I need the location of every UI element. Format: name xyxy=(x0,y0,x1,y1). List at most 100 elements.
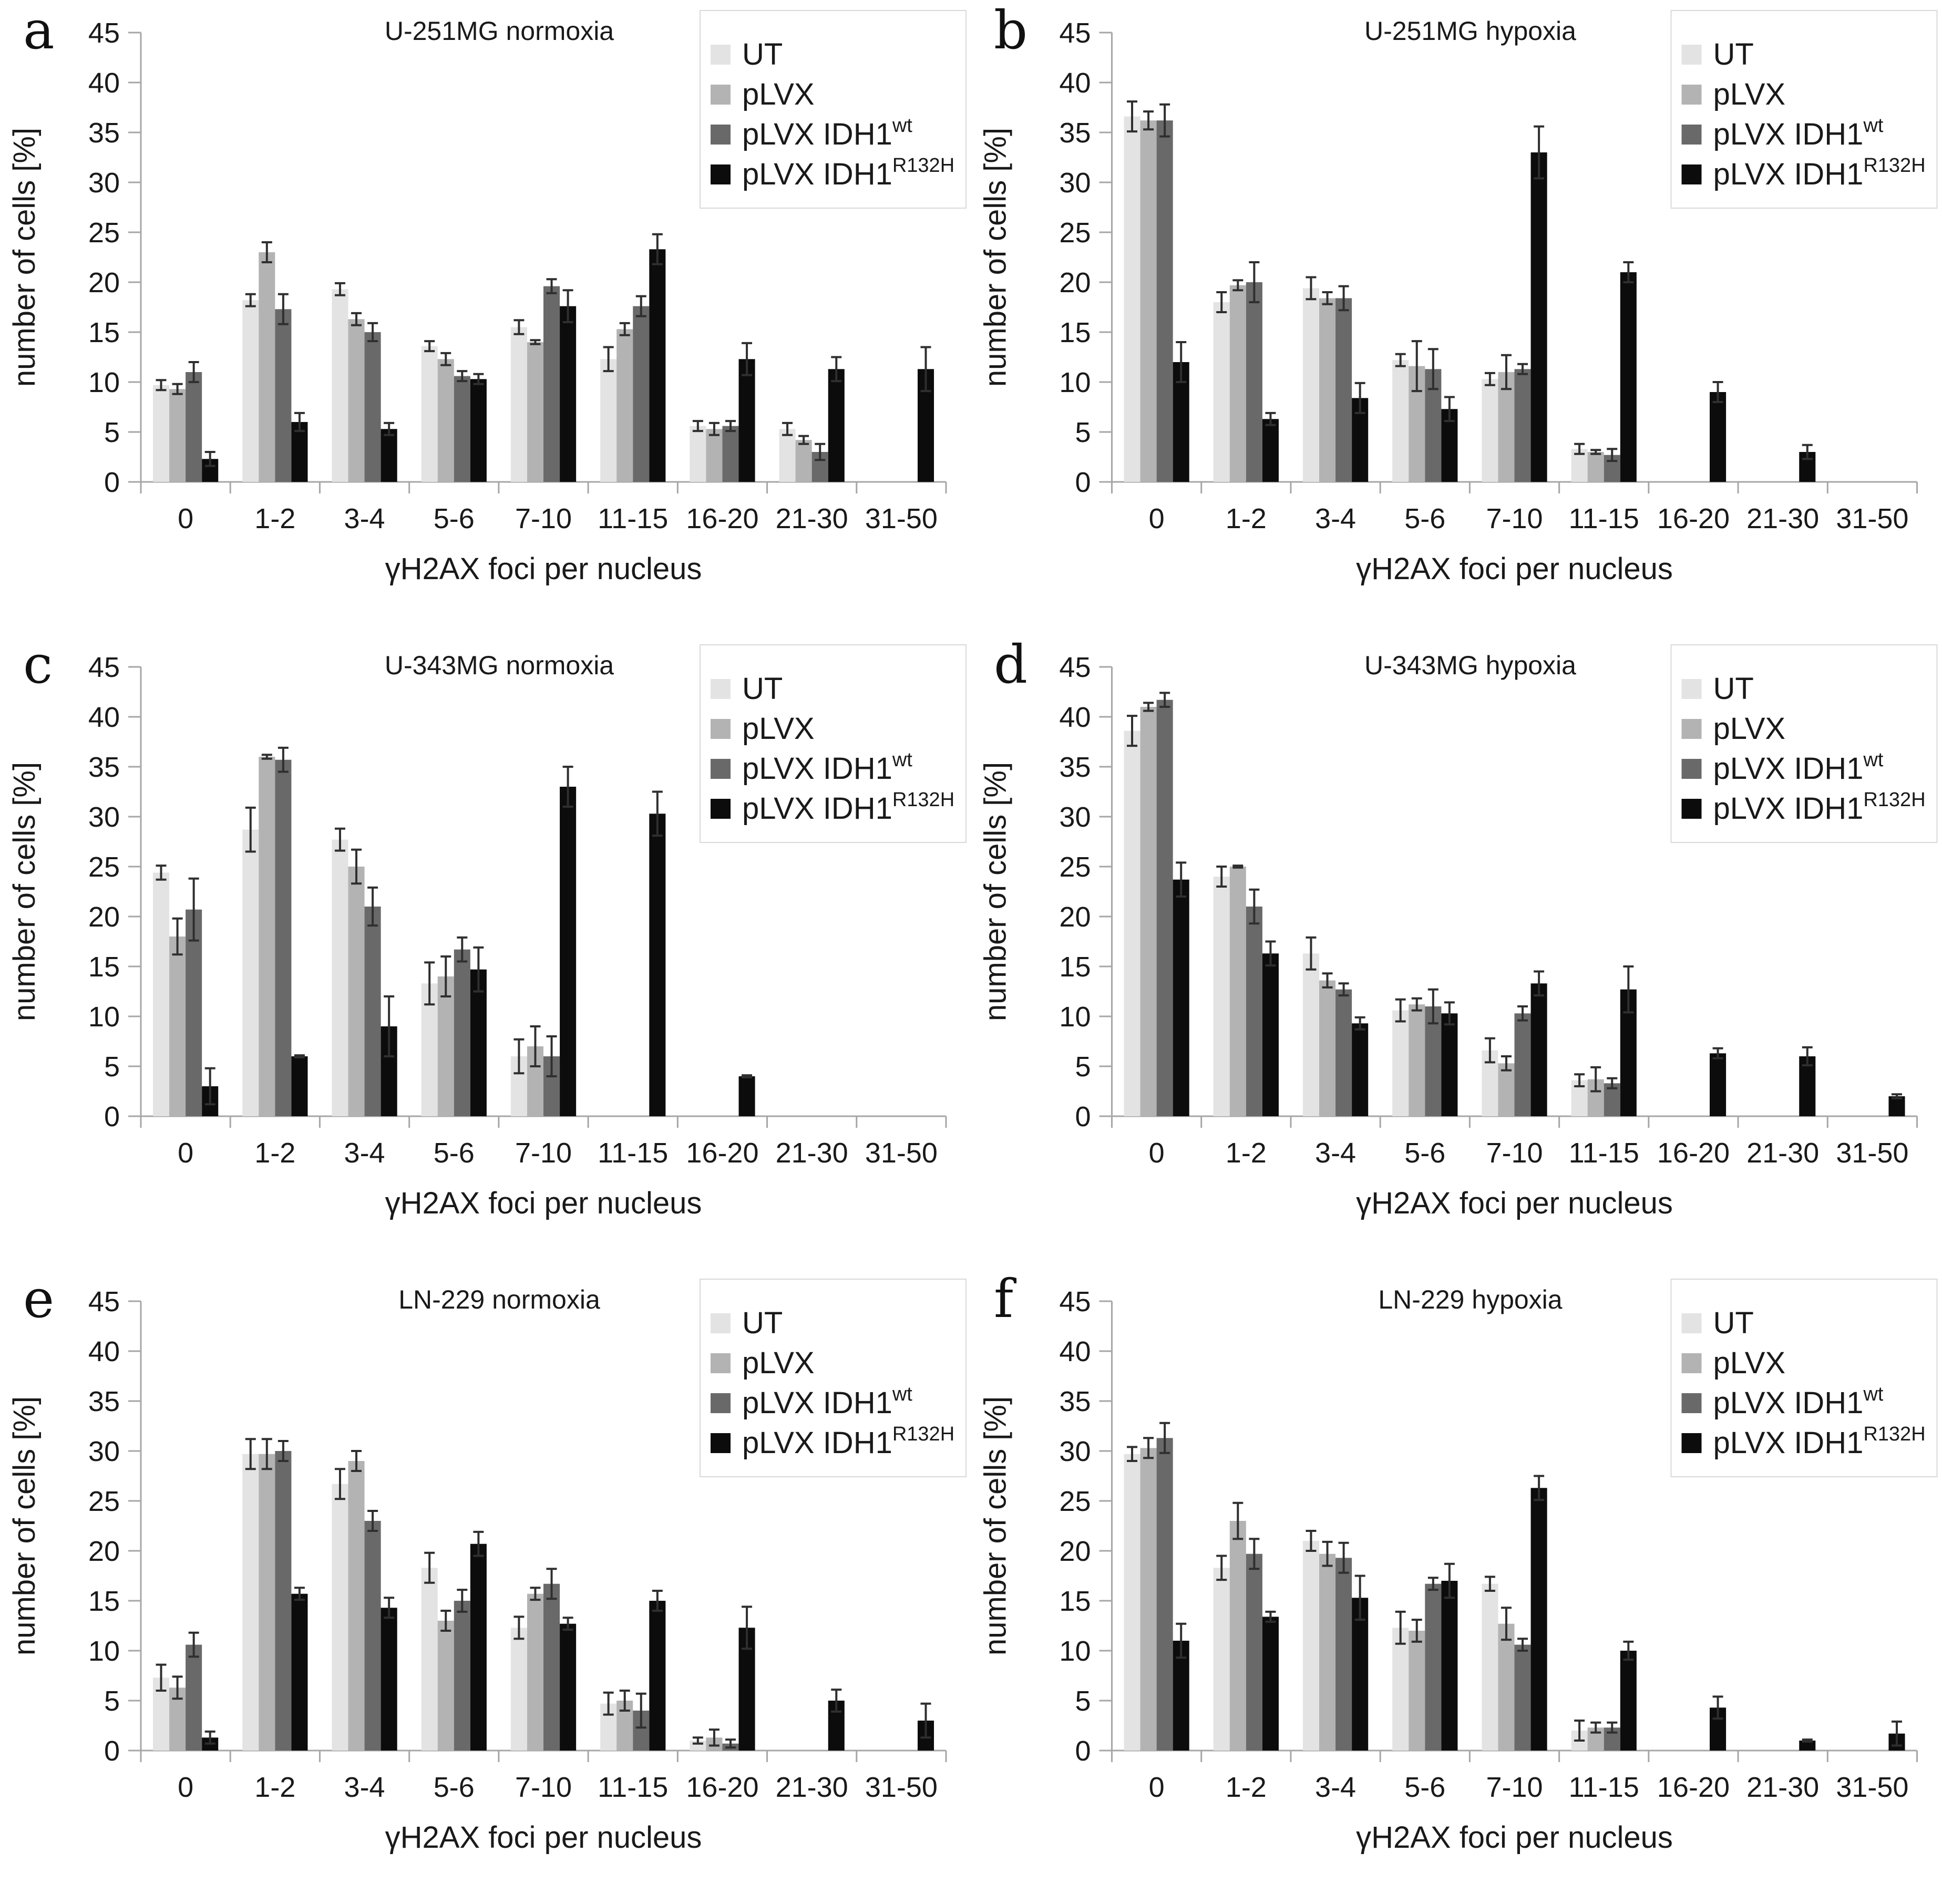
y-tick-label: 45 xyxy=(88,652,120,683)
panel-c: c 0 5 10 15 20 25 30 35 40 45 0 1-2 3-4 5-6 7-10 11-15 1… xyxy=(0,634,971,1269)
error-bar xyxy=(156,379,167,392)
category-label: 1-2 xyxy=(254,1137,295,1169)
error-bar xyxy=(384,995,395,1057)
category-label: 21-30 xyxy=(776,1137,848,1169)
legend-swatch xyxy=(1681,164,1702,184)
error-bar xyxy=(692,1736,703,1745)
error-bar xyxy=(513,319,525,335)
bar xyxy=(259,252,275,482)
legend-label-sup: R132H xyxy=(1863,789,1925,811)
error-bar xyxy=(245,293,256,307)
error-bar xyxy=(1127,100,1138,133)
bar xyxy=(560,787,577,1116)
error-bar xyxy=(172,917,183,956)
y-tick-label: 10 xyxy=(88,1635,120,1667)
category-label: 16-20 xyxy=(1657,1772,1730,1803)
error-bar xyxy=(245,1438,256,1470)
panel-a: a 0 5 10 15 20 25 30 35 40 45 0 1-2 3-4 5-6 7-10 11-15 1… xyxy=(0,0,971,634)
bar xyxy=(795,440,812,482)
bar xyxy=(1352,1023,1369,1116)
bar xyxy=(1425,1583,1442,1751)
bar xyxy=(364,332,381,482)
bar xyxy=(332,1484,348,1751)
error-bar xyxy=(188,1631,199,1658)
error-bar xyxy=(278,293,289,325)
error-bar xyxy=(1232,279,1244,292)
bar xyxy=(1124,730,1140,1116)
legend-label-text: pLVX IDH1 xyxy=(742,752,892,786)
y-tick-label: 25 xyxy=(88,851,120,883)
y-tick-label: 35 xyxy=(88,752,120,783)
y-tick-label: 35 xyxy=(1059,752,1091,783)
bar xyxy=(1335,298,1352,482)
legend-label: pLVX xyxy=(742,712,815,746)
y-tick-label: 5 xyxy=(104,417,120,448)
panel-title: LN-229 hypoxia xyxy=(1378,1285,1562,1314)
bar xyxy=(510,1628,527,1751)
bar xyxy=(1587,452,1604,482)
bar xyxy=(364,907,381,1116)
error-bar xyxy=(1338,285,1349,312)
legend-label-sup: R132H xyxy=(892,155,954,177)
error-bar xyxy=(1411,1619,1422,1643)
bar xyxy=(152,872,170,1116)
error-bar xyxy=(1306,276,1317,301)
error-bar xyxy=(1484,372,1495,386)
error-bar xyxy=(1265,411,1276,426)
category-label: 11-15 xyxy=(1569,503,1639,534)
bar xyxy=(291,1056,308,1116)
bar xyxy=(1530,983,1547,1116)
legend-swatch xyxy=(711,45,731,65)
bar xyxy=(242,1454,259,1751)
bar xyxy=(1514,369,1531,482)
error-bar xyxy=(261,754,272,760)
error-bar xyxy=(261,241,272,263)
bar xyxy=(275,1451,292,1751)
legend-label-text: pLVX IDH1 xyxy=(742,1426,892,1460)
bar xyxy=(259,1454,275,1751)
legend-swatch xyxy=(711,164,731,184)
category-label: 21-30 xyxy=(776,1772,848,1803)
legend-swatch xyxy=(711,1353,731,1373)
panel-title: U-343MG hypoxia xyxy=(1364,651,1576,680)
bar xyxy=(1409,1631,1425,1751)
bar xyxy=(560,306,577,482)
legend-label: pLVX IDH1R132H xyxy=(1713,1423,1926,1460)
legend-label-sup: R132H xyxy=(1863,1423,1925,1445)
category-label: 0 xyxy=(178,503,193,534)
bar xyxy=(1302,1541,1319,1751)
bar-chart-e: 0 5 10 15 20 25 30 35 40 45 0 1-2 3-4 5-6 7-10 11-15 16-… xyxy=(7,1279,967,1855)
bar xyxy=(421,983,438,1116)
category-label: 21-30 xyxy=(776,503,848,534)
legend-label-text: pLVX xyxy=(1713,77,1786,111)
y-axis-title: number of cells [%] xyxy=(979,1396,1013,1655)
legend-label: UT xyxy=(742,37,783,71)
category-label: 3-4 xyxy=(344,1772,385,1803)
x-axis-title: γH2AX foci per nucleus xyxy=(1356,1186,1673,1220)
y-tick-label: 25 xyxy=(1059,217,1091,249)
error-bar xyxy=(1427,988,1438,1025)
y-tick-label: 35 xyxy=(1059,1386,1091,1417)
legend-label-text: pLVX xyxy=(1713,712,1786,746)
y-axis-title: number of cells [%] xyxy=(7,1396,42,1655)
error-bar xyxy=(156,1663,167,1692)
error-bar xyxy=(1411,340,1422,393)
bar xyxy=(242,829,259,1116)
bar xyxy=(1124,1454,1140,1751)
bar xyxy=(381,429,397,482)
error-bar xyxy=(473,373,484,385)
bar xyxy=(1213,877,1230,1116)
error-bar xyxy=(1574,1720,1585,1742)
bar xyxy=(470,379,487,482)
legend-label: pLVX IDH1R132H xyxy=(742,155,954,191)
y-tick-label: 15 xyxy=(88,951,120,983)
error-bar xyxy=(1265,940,1276,967)
category-label: 16-20 xyxy=(1657,1137,1730,1169)
legend-label-sup: wt xyxy=(892,115,912,137)
legend-label: pLVX IDH1wt xyxy=(1713,115,1884,151)
legend-swatch xyxy=(711,1313,731,1333)
legend-box xyxy=(1670,644,1938,843)
legend-label-text: pLVX IDH1 xyxy=(742,791,892,826)
category-label: 31-50 xyxy=(865,503,938,534)
error-bar xyxy=(278,1440,289,1462)
